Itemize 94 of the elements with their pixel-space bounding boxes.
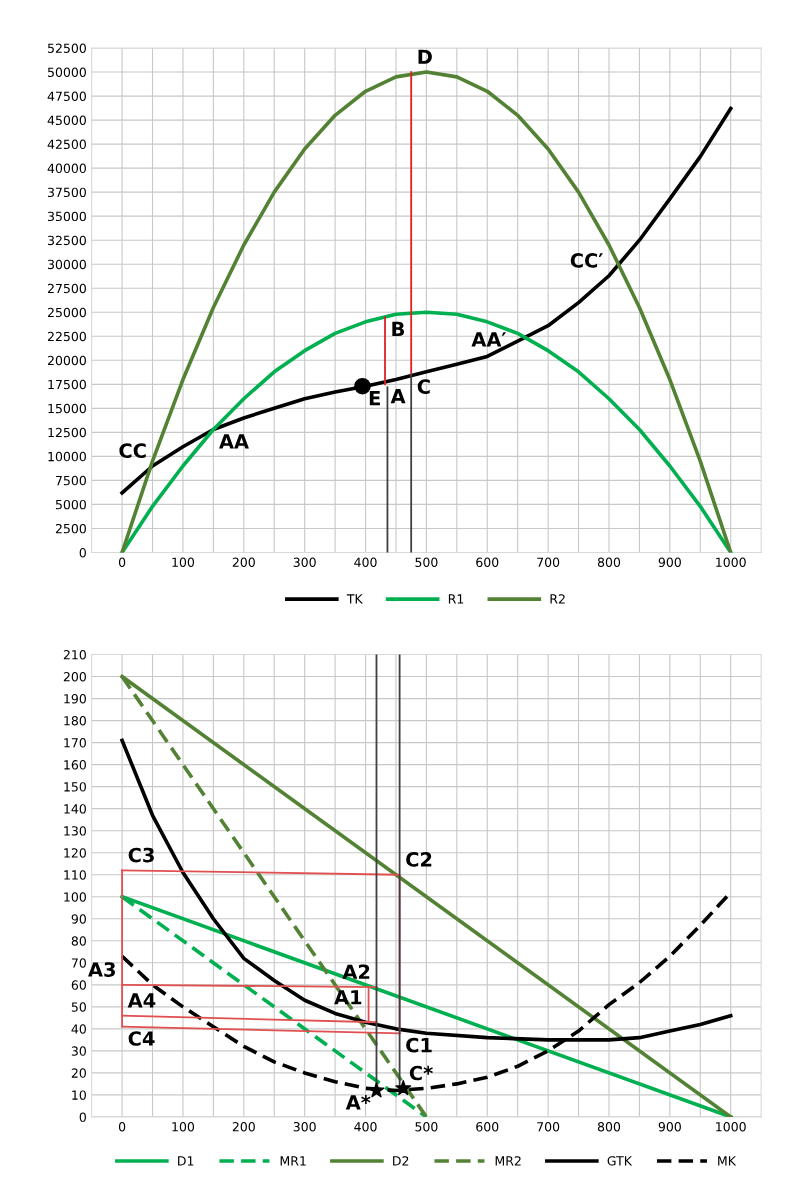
annotation: A1 [334, 990, 362, 1005]
x-tick-label: 500 [415, 1122, 438, 1132]
annotation: C4 [128, 1031, 155, 1046]
annotation: A [390, 389, 406, 404]
annotation: CC′ [570, 253, 603, 268]
annotation: C [417, 379, 430, 394]
x-tick-label: 800 [597, 1122, 621, 1132]
legend-label: MR2 [495, 1156, 521, 1166]
y-tick-label: 10 [72, 1090, 86, 1100]
x-tick-label: 0 [118, 557, 126, 567]
y-tick-label: 0 [79, 1112, 86, 1122]
annotation: C1 [406, 1037, 432, 1053]
y-tick-label: 45000 [47, 115, 86, 126]
x-tick-label: 400 [354, 1122, 377, 1132]
y-tick-label: 110 [64, 870, 86, 880]
legend-label: R2 [550, 594, 565, 604]
x-tick-label: 200 [232, 557, 255, 567]
legend-label: MK [718, 1156, 737, 1166]
x-tick-label: 0 [118, 1122, 126, 1132]
x-tick-label: 600 [476, 557, 499, 567]
annotation: C2 [406, 852, 432, 867]
y-tick-label: 7500 [56, 475, 86, 486]
x-tick-label: 1000 [716, 557, 746, 567]
legend-label: GTK [607, 1156, 633, 1166]
legend-label: TK [346, 594, 363, 604]
y-tick-label: 200 [63, 672, 86, 682]
y-tick-label: 15000 [48, 403, 86, 414]
annotation: C3 [128, 847, 154, 863]
y-tick-label: 27500 [47, 283, 86, 294]
y-tick-label: 40000 [47, 163, 86, 174]
y-tick-label: 140 [64, 804, 86, 814]
annotation: AA′ [471, 332, 507, 347]
y-tick-label: 50 [71, 1002, 86, 1012]
y-tick-label: 170 [64, 738, 86, 748]
y-tick-label: 17500 [48, 379, 86, 390]
x-tick-label: 1000 [716, 1122, 746, 1132]
y-tick-label: 210 [63, 650, 86, 660]
x-tick-label: 700 [537, 1122, 560, 1132]
x-tick-label: 200 [232, 1122, 255, 1132]
y-tick-label: 52500 [47, 43, 86, 53]
x-tick-label: 600 [476, 1122, 499, 1132]
annotation: A4 [127, 993, 156, 1008]
legend-label: D1 [178, 1156, 194, 1166]
y-tick-label: 2500 [55, 523, 86, 534]
x-tick-label: 400 [354, 557, 377, 567]
annotation: AA [219, 434, 249, 449]
x-tick-label: 100 [172, 557, 195, 567]
y-tick-label: 20000 [47, 355, 86, 366]
y-tick-label: 0 [79, 547, 86, 558]
x-tick-label: 900 [658, 557, 681, 567]
y-tick-label: 120 [64, 848, 86, 858]
y-tick-label: 50000 [47, 67, 86, 77]
y-tick-label: 70 [71, 958, 86, 968]
y-tick-label: 42500 [47, 139, 86, 150]
y-tick-label: 160 [64, 760, 86, 770]
annotation: B [392, 321, 405, 337]
annotation: A3 [88, 962, 115, 977]
x-tick-label: 300 [293, 1122, 316, 1132]
y-tick-label: 5000 [55, 499, 86, 510]
x-tick-label: 900 [658, 1122, 681, 1132]
y-tick-label: 30 [71, 1046, 86, 1056]
y-tick-label: 37500 [47, 187, 86, 198]
y-tick-label: 60 [71, 980, 86, 990]
legend-label: R1 [448, 594, 464, 604]
x-tick-label: 300 [293, 557, 316, 567]
y-tick-label: 90 [71, 914, 86, 924]
x-tick-label: 800 [597, 557, 621, 567]
y-tick-label: 130 [64, 826, 86, 836]
y-tick-label: 30000 [47, 259, 86, 270]
legend-label: MR1 [280, 1156, 306, 1166]
y-tick-label: 190 [64, 694, 86, 704]
annotation: D [418, 49, 432, 64]
annotation: CC [119, 443, 146, 459]
y-tick-label: 100 [64, 892, 86, 902]
y-tick-label: 47500 [47, 91, 86, 102]
x-tick-label: 700 [537, 557, 560, 567]
y-tick-label: 32500 [47, 235, 86, 246]
annotation: A* [345, 1095, 371, 1110]
y-tick-label: 22500 [47, 331, 86, 342]
y-tick-label: 180 [64, 716, 86, 726]
y-tick-label: 150 [64, 782, 86, 792]
annotation: E [369, 391, 380, 406]
annotation: C* [409, 1065, 433, 1081]
x-tick-label: 500 [415, 557, 438, 567]
y-tick-label: 25000 [47, 307, 86, 318]
y-tick-label: 40 [71, 1024, 86, 1034]
y-tick-label: 80 [71, 936, 86, 946]
y-tick-label: 20 [71, 1068, 86, 1078]
y-tick-label: 35000 [47, 211, 86, 222]
x-tick-label: 100 [172, 1122, 195, 1132]
y-tick-label: 12500 [48, 427, 86, 438]
annotation: A2 [342, 964, 370, 979]
legend-label: D2 [393, 1156, 409, 1166]
y-tick-label: 10000 [48, 451, 86, 462]
